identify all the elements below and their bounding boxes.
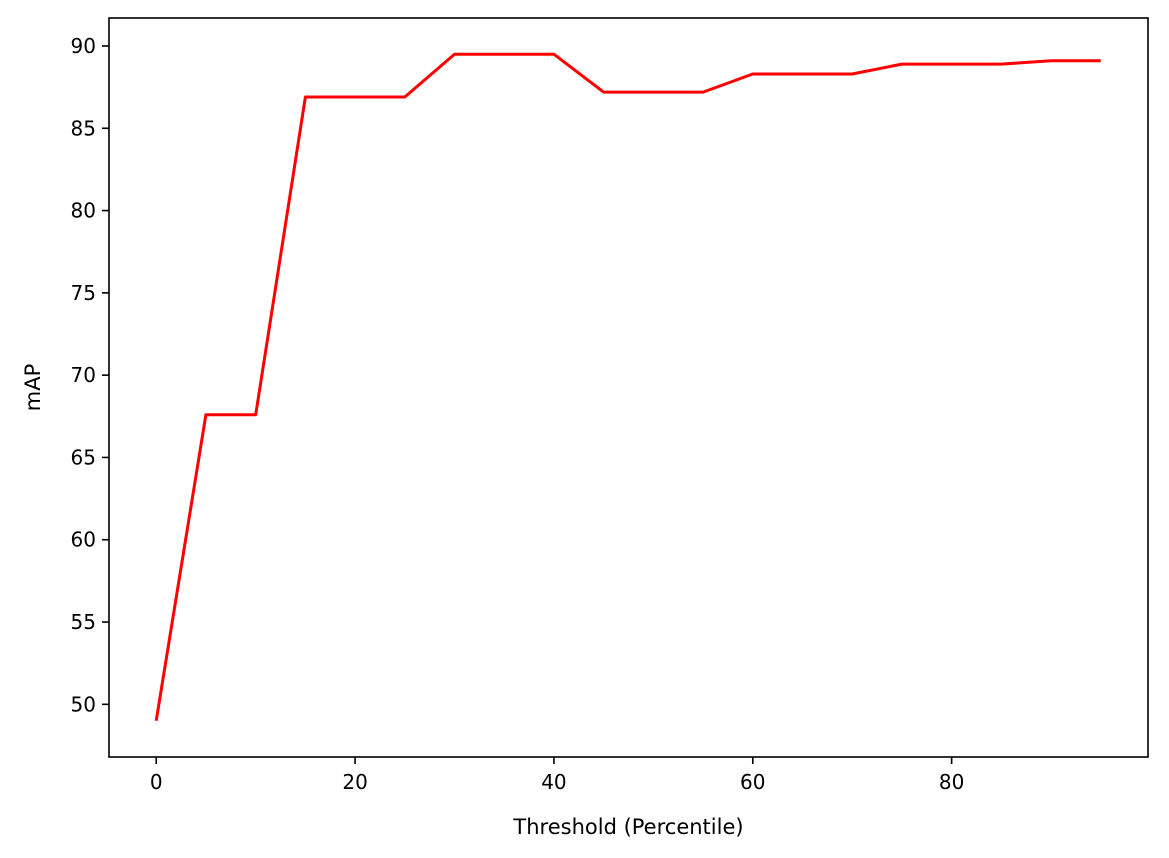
y-tick-label: 60 (71, 528, 96, 552)
x-tick-label: 20 (342, 770, 367, 794)
y-axis-ticks: 50 55 60 65 70 75 80 85 90 (71, 34, 109, 716)
x-axis-ticks: 0 20 40 60 80 (150, 757, 964, 794)
y-axis-label: mAP (21, 364, 45, 412)
plot-frame (108, 17, 1149, 758)
y-tick-label: 65 (71, 445, 96, 469)
y-tick-label: 50 (71, 692, 96, 716)
series-layer (154, 52, 1101, 722)
y-tick-label: 70 (71, 363, 96, 387)
y-tick-label: 55 (71, 610, 96, 634)
y-tick-label: 75 (71, 281, 96, 305)
y-tick-label: 80 (71, 199, 96, 223)
y-tick-label: 85 (71, 116, 96, 140)
series-line-0 (154, 52, 1101, 722)
x-tick-label: 80 (939, 770, 964, 794)
x-axis-label: Threshold (Percentile) (512, 815, 743, 839)
x-tick-label: 60 (740, 770, 765, 794)
x-tick-label: 40 (541, 770, 566, 794)
x-tick-label: 0 (150, 770, 163, 794)
y-tick-label: 90 (71, 34, 96, 58)
